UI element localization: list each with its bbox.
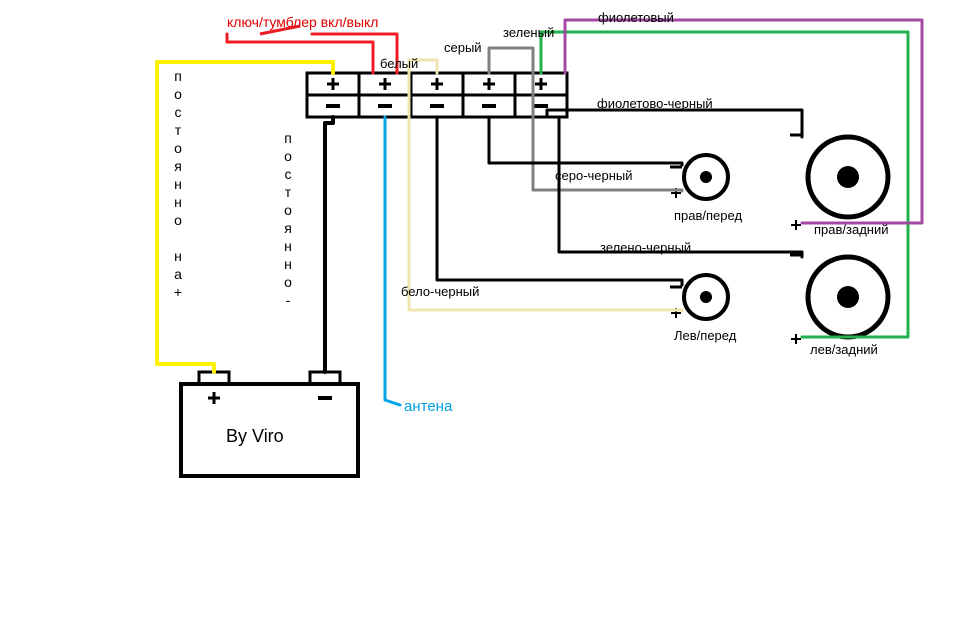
label-right-front: прав/перед [674,208,742,223]
label-gray-black: серо-черный [555,168,633,183]
label-antenna: антена [404,398,452,415]
label-white: белый [380,56,418,71]
wiring-diagram [0,0,960,626]
label-gray: серый [444,40,482,55]
label-const-plus: постоянно на+ [170,68,186,302]
label-battery: By Viro [226,426,284,447]
label-right-rear: прав/задний [814,222,889,237]
label-white-black: бело-черный [401,284,479,299]
label-left-rear: лев/задний [810,342,878,357]
label-violet-black: фиолетово-черный [597,96,713,111]
label-violet: фиолетовый [598,10,674,25]
label-switch: ключ/тумблер вкл/выкл [227,14,378,30]
label-green: зеленый [503,25,554,40]
label-left-front: Лев/перед [674,328,736,343]
label-green-black: зелено-черный [600,240,691,255]
label-const-minus: постоянно- [280,130,296,310]
